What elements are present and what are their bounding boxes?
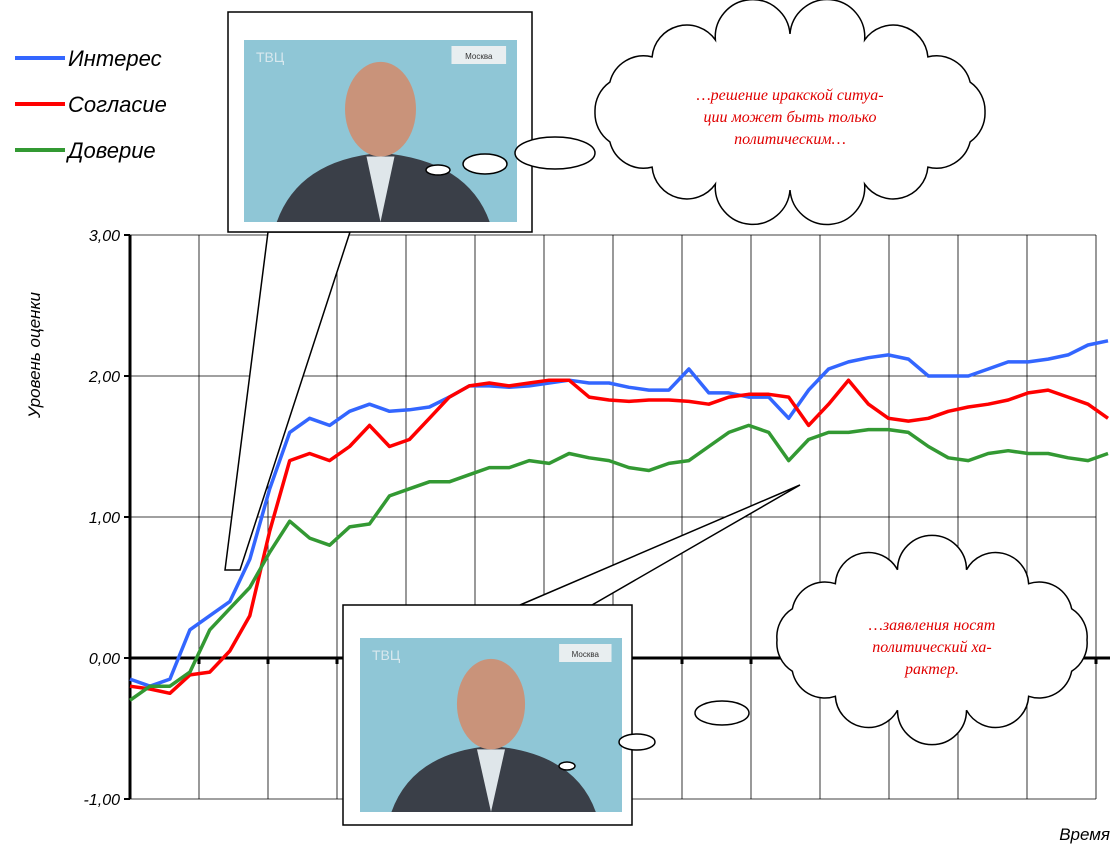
legend-label: Интерес bbox=[68, 46, 162, 71]
thought-bubble bbox=[558, 761, 576, 771]
y-tick-label: -1,00 bbox=[84, 792, 121, 809]
cloud bbox=[594, 0, 986, 226]
y-tick-label: 0,00 bbox=[89, 651, 120, 668]
callout-text: …решение иракской ситуа- bbox=[696, 87, 883, 104]
callout-text: рактер. bbox=[904, 661, 959, 678]
photo-city: Москва bbox=[465, 52, 493, 61]
y-tick-label: 2,00 bbox=[88, 369, 120, 386]
callout-tail bbox=[224, 231, 352, 571]
photo-channel: ТВЦ bbox=[372, 647, 401, 663]
callout-text: ции может быть только bbox=[704, 109, 877, 126]
thought-bubble bbox=[514, 136, 596, 170]
series-line bbox=[128, 423, 1109, 702]
photo-shirt bbox=[477, 749, 505, 812]
x-axis-title: Время bbox=[1059, 825, 1110, 844]
legend-label: Согласие bbox=[68, 92, 167, 117]
photo-head bbox=[456, 658, 526, 750]
legend-label: Доверие bbox=[65, 138, 156, 163]
y-tick-label: 3,00 bbox=[89, 228, 120, 245]
thought-bubble bbox=[618, 733, 656, 751]
callout-text: политический ха- bbox=[872, 639, 991, 656]
photo-head bbox=[345, 61, 416, 157]
photo-channel: ТВЦ bbox=[256, 49, 285, 65]
photo-sign bbox=[559, 644, 612, 662]
y-tick-label: 1,00 bbox=[89, 510, 120, 527]
series-line bbox=[129, 378, 1110, 696]
thought-bubble bbox=[425, 164, 451, 176]
cloud bbox=[776, 534, 1088, 746]
thought-bubble bbox=[694, 700, 750, 726]
series-line bbox=[129, 339, 1109, 688]
callout-text: политическим… bbox=[734, 131, 846, 148]
callout-text: …заявления носят bbox=[869, 617, 996, 634]
thought-bubble bbox=[462, 153, 508, 175]
photo-shirt bbox=[366, 156, 395, 222]
callout-tail bbox=[519, 484, 801, 606]
photo-city: Москва bbox=[572, 650, 600, 659]
y-axis-title: Уровень оценки bbox=[25, 291, 44, 419]
photo-sign bbox=[451, 46, 507, 64]
